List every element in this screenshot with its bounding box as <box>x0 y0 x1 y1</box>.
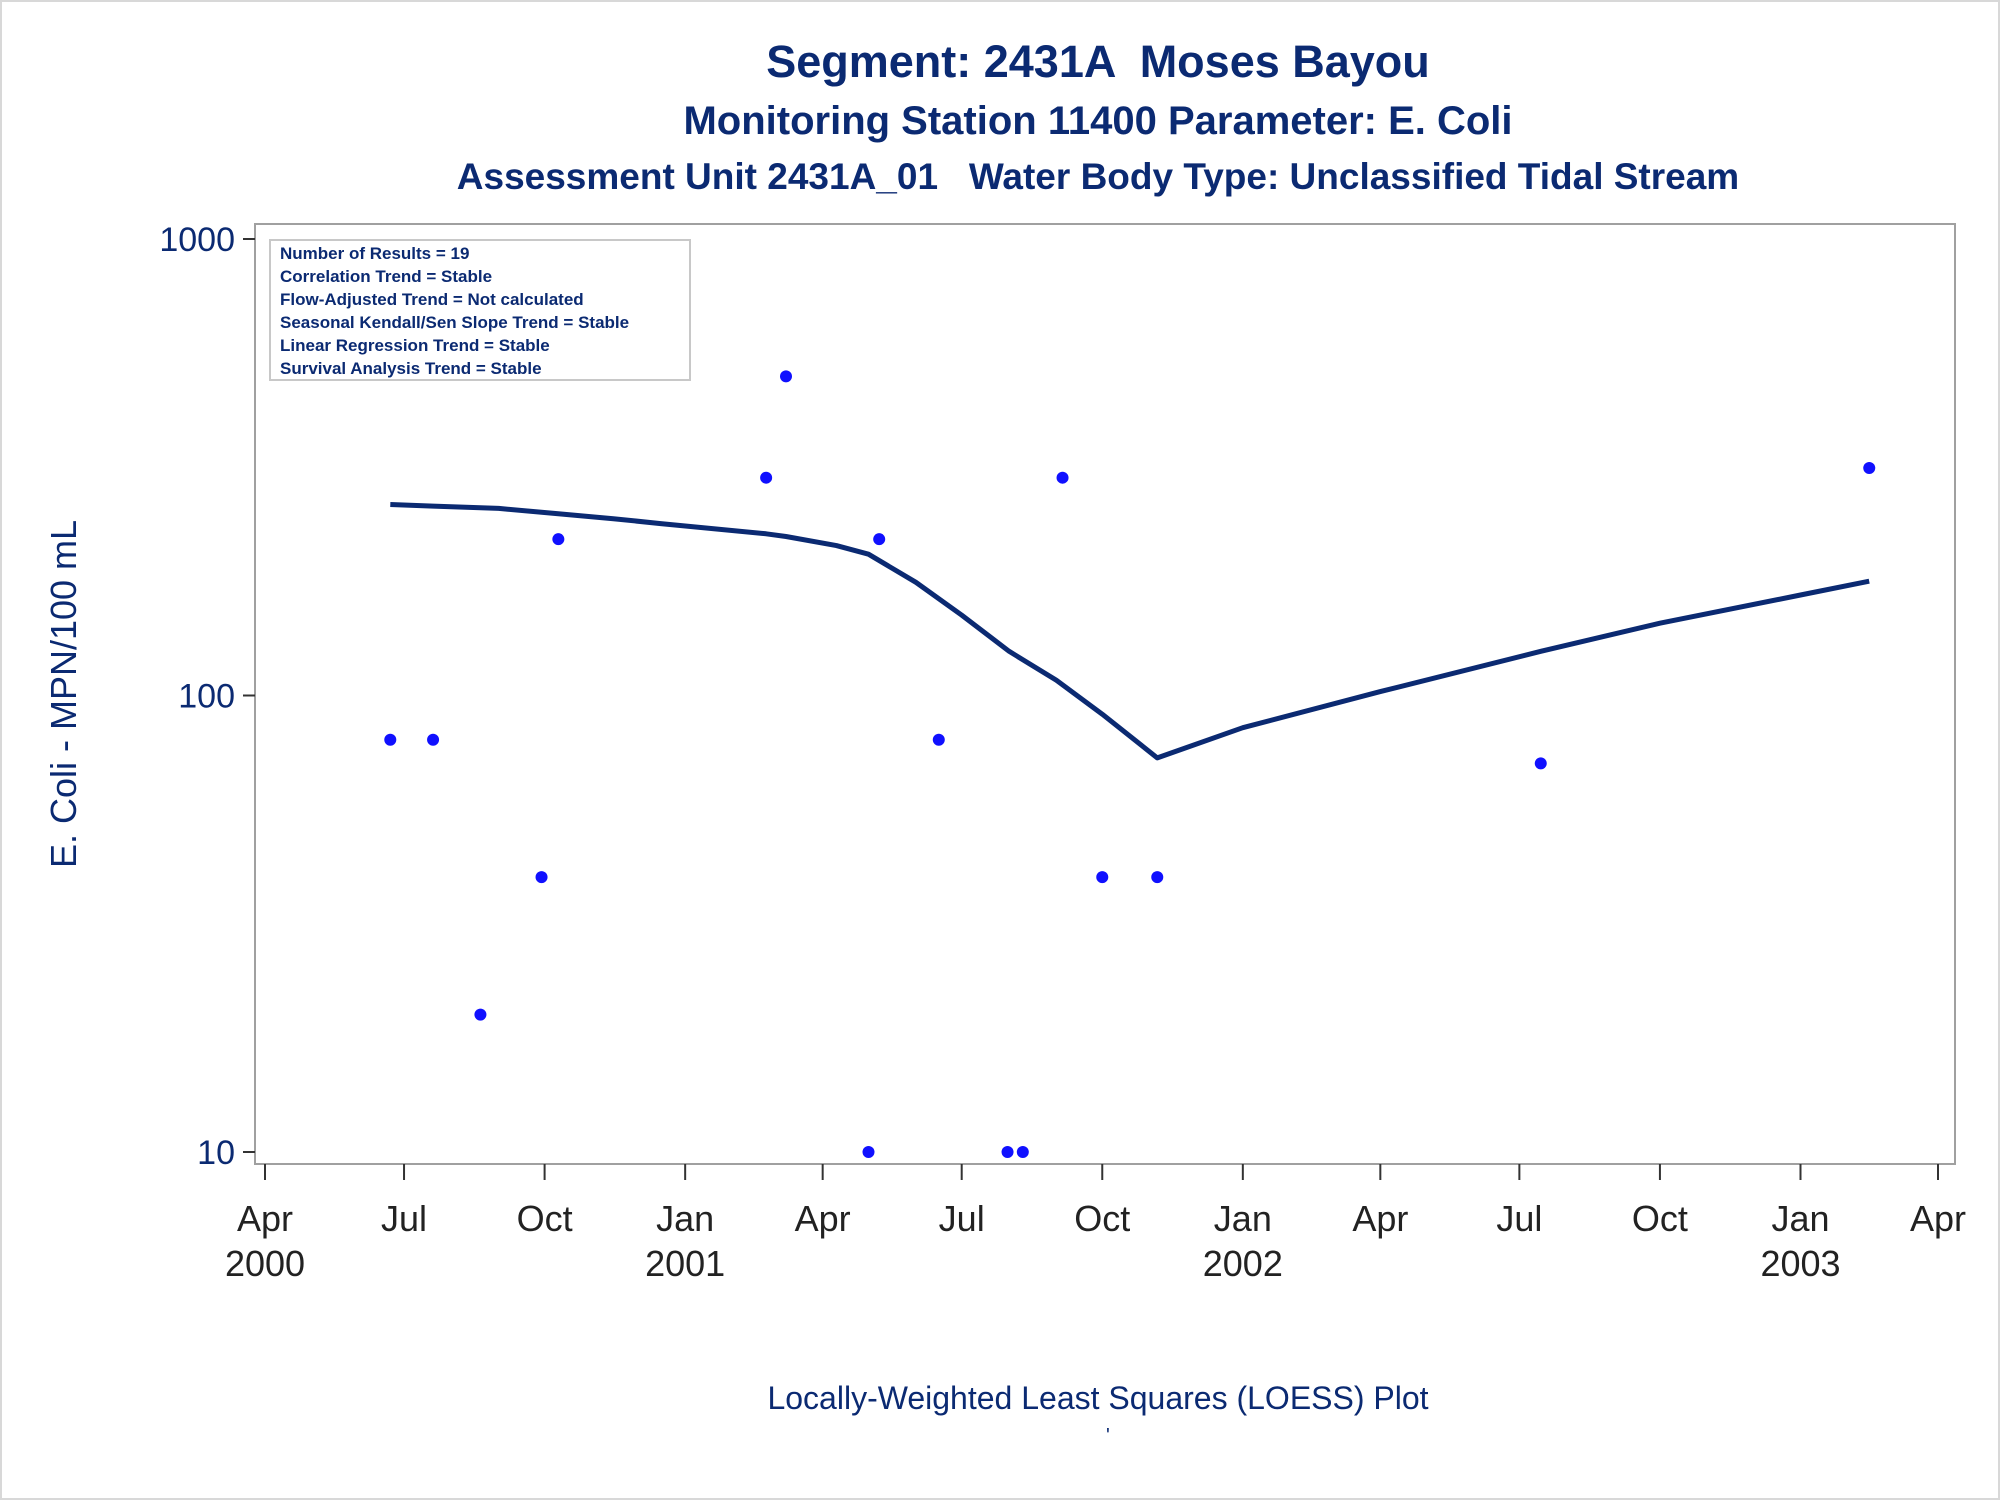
chart-subtitle-station: Monitoring Station 11400 Parameter: E. C… <box>683 99 1513 143</box>
footnote-mark: ' <box>1106 1425 1110 1447</box>
data-point <box>862 1146 875 1158</box>
data-point <box>760 471 773 484</box>
x-tick-label-year: 2001 <box>645 1243 725 1284</box>
data-point <box>1056 471 1069 484</box>
data-point <box>474 1008 487 1021</box>
x-tick-label-month: Oct <box>1632 1198 1688 1239</box>
data-point <box>427 733 440 746</box>
y-tick-label: 10 <box>197 1134 235 1172</box>
data-point <box>1151 871 1164 884</box>
data-point <box>535 871 548 884</box>
x-tick-label-month: Jul <box>1496 1198 1542 1239</box>
x-tick-label-month: Jul <box>381 1198 427 1239</box>
y-tick-label: 100 <box>178 678 235 716</box>
data-point <box>873 533 886 546</box>
x-tick-label-month: Apr <box>1910 1198 1966 1239</box>
data-point <box>384 733 397 746</box>
loess-line <box>390 502 1870 761</box>
x-tick-label-month: Jul <box>939 1198 985 1239</box>
stats-box-line: Survival Analysis Trend = Stable <box>280 359 542 378</box>
stats-box <box>269 239 691 381</box>
x-tick-label-month: Oct <box>517 1198 573 1239</box>
chart-subtitle-assessment: Assessment Unit 2431A_01 Water Body Type… <box>456 156 1740 197</box>
data-point <box>1096 871 1109 884</box>
plot-area-border <box>254 223 1956 1165</box>
chart-footnote: Locally-Weighted Least Squares (LOESS) P… <box>767 1380 1429 1416</box>
data-point <box>1001 1146 1014 1158</box>
x-tick-label-year: 2000 <box>225 1243 305 1284</box>
stats-box-line: Seasonal Kendall/Sen Slope Trend = Stabl… <box>280 313 629 332</box>
data-point <box>932 733 945 746</box>
y-axis-label: E. Coli - MPN/100 mL <box>43 520 84 868</box>
x-tick-label-year: 2003 <box>1760 1243 1840 1284</box>
x-tick-label-month: Jan <box>1214 1198 1272 1239</box>
x-tick-label-month: Apr <box>237 1198 293 1239</box>
data-point <box>1863 462 1876 475</box>
stats-box-line: Correlation Trend = Stable <box>280 267 492 286</box>
stats-box-line: Linear Regression Trend = Stable <box>280 336 550 355</box>
data-point <box>779 370 792 383</box>
x-tick-label-month: Oct <box>1074 1198 1130 1239</box>
x-tick-label-month: Jan <box>656 1198 714 1239</box>
stats-box-line: Number of Results = 19 <box>280 244 469 263</box>
x-tick-label-month: Jan <box>1771 1198 1829 1239</box>
stats-box-line: Flow-Adjusted Trend = Not calculated <box>280 290 584 309</box>
x-tick-label-month: Apr <box>795 1198 851 1239</box>
y-tick-label: 1000 <box>159 221 235 259</box>
data-point <box>1016 1146 1029 1158</box>
data-point <box>1534 757 1547 770</box>
x-tick-label-year: 2002 <box>1203 1243 1283 1284</box>
x-tick-label-month: Apr <box>1352 1198 1408 1239</box>
data-point <box>552 533 565 546</box>
chart-title: Segment: 2431A Moses Bayou <box>766 36 1430 87</box>
